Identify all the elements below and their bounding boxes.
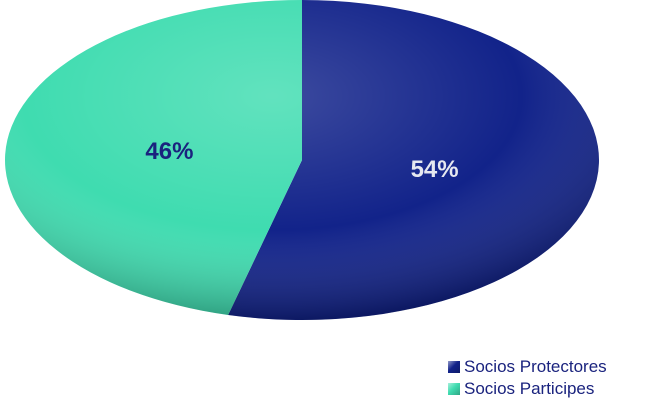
legend-swatch-protectores (448, 361, 460, 373)
legend-label-protectores: Socios Protectores (464, 357, 607, 376)
pie-shading (5, 0, 599, 320)
legend-swatch-participes (448, 383, 460, 395)
data-label-1: 46% (145, 138, 193, 165)
data-label-0: 54% (411, 156, 459, 183)
legend-label-participes: Socios Participes (464, 379, 595, 398)
legend-item-protectores: Socios Protectores (448, 356, 607, 378)
legend-item-participes: Socios Participes (448, 378, 607, 400)
legend: Socios Protectores Socios Participes (448, 356, 607, 400)
